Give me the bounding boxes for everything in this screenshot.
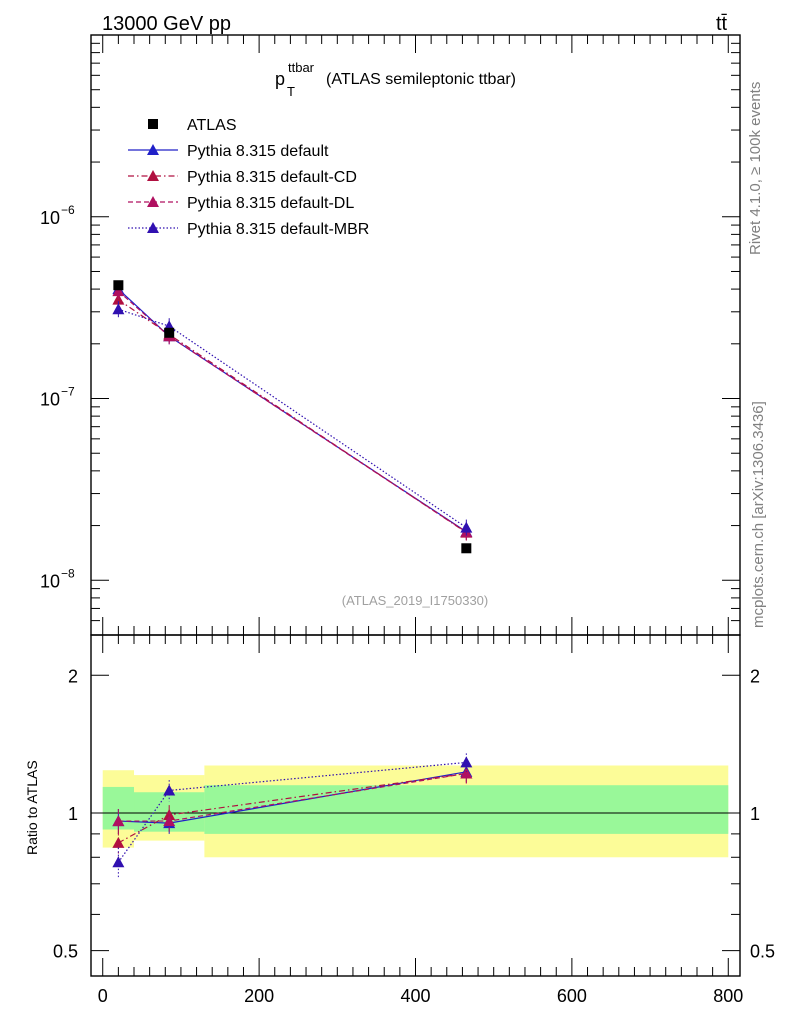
ratio-panel: 0.5 0.5 1 1 2 2 Ratio to ATLAS — [24, 634, 775, 977]
legend-data-marker — [148, 119, 158, 129]
ratio-y-label-left: 0.5 — [53, 942, 78, 962]
ratio-point — [112, 856, 125, 868]
y-tick-label: 10 — [40, 390, 60, 410]
data-point — [113, 280, 124, 291]
series-point — [112, 285, 125, 297]
legend-label: Pythia 8.315 default — [187, 143, 329, 160]
title-subscript: T — [287, 84, 295, 99]
legend-marker — [147, 222, 159, 233]
mcplots-credit: mcplots.cern.ch [arXiv:1306.3436] — [750, 401, 767, 628]
series-point — [112, 293, 125, 305]
legend-marker — [147, 196, 159, 207]
data-point — [164, 327, 175, 338]
rivet-version: Rivet 4.1.0, ≥ 100k events — [747, 82, 764, 255]
x-tick-label: 0 — [98, 986, 108, 1006]
ratio-y-label-left: 2 — [68, 666, 78, 686]
x-tick-label: 200 — [244, 986, 274, 1006]
y-tick-label: 10 — [40, 208, 60, 228]
data-point — [461, 543, 472, 554]
ratio-ylabel: Ratio to ATLAS — [24, 760, 40, 855]
series-line — [118, 308, 467, 529]
series-point — [460, 521, 473, 533]
legend-label: ATLAS — [187, 117, 237, 134]
header-process: 13000 GeV pp — [102, 13, 231, 35]
title-suffix: (ATLAS semileptonic ttbar) — [326, 71, 516, 88]
x-tick-label: 400 — [400, 986, 430, 1006]
series-point — [112, 303, 125, 315]
title-superscript: ttbar — [288, 60, 315, 75]
ratio-point — [112, 815, 125, 827]
legend-label: Pythia 8.315 default-MBR — [187, 221, 369, 238]
ratio-y-label-left: 1 — [68, 804, 78, 824]
main-panel: 10−610−710−8 (ATLAS_2019_I1750330) p ttb… — [40, 34, 741, 636]
y-tick-exponent: −8 — [61, 566, 75, 580]
legend-label: Pythia 8.315 default-DL — [187, 195, 354, 212]
legend-label: Pythia 8.315 default-CD — [187, 169, 357, 186]
y-tick-exponent: −7 — [61, 385, 75, 399]
ratio-point — [163, 784, 176, 796]
legend-marker — [147, 144, 159, 155]
plot-title: p — [275, 69, 285, 89]
ratio-point — [460, 756, 473, 768]
y-tick-label: 10 — [40, 571, 60, 591]
ratio-point — [460, 767, 473, 779]
x-tick-label: 600 — [557, 986, 587, 1006]
header-final-state: tt̄ — [716, 13, 728, 35]
watermark: (ATLAS_2019_I1750330) — [342, 593, 488, 608]
title-main: p — [275, 69, 285, 89]
ratio-y-label-right: 1 — [750, 804, 760, 824]
legend: ATLAS Pythia 8.315 default Pythia 8.315 de… — [128, 117, 369, 238]
inner-band — [204, 785, 729, 834]
ratio-point — [112, 836, 125, 848]
legend-marker — [147, 170, 159, 181]
ratio-y-label-right: 0.5 — [750, 942, 775, 962]
y-tick-exponent: −6 — [61, 203, 75, 217]
x-tick-label: 800 — [713, 986, 743, 1006]
ratio-y-label-right: 2 — [750, 666, 760, 686]
ratio-point — [163, 815, 176, 827]
